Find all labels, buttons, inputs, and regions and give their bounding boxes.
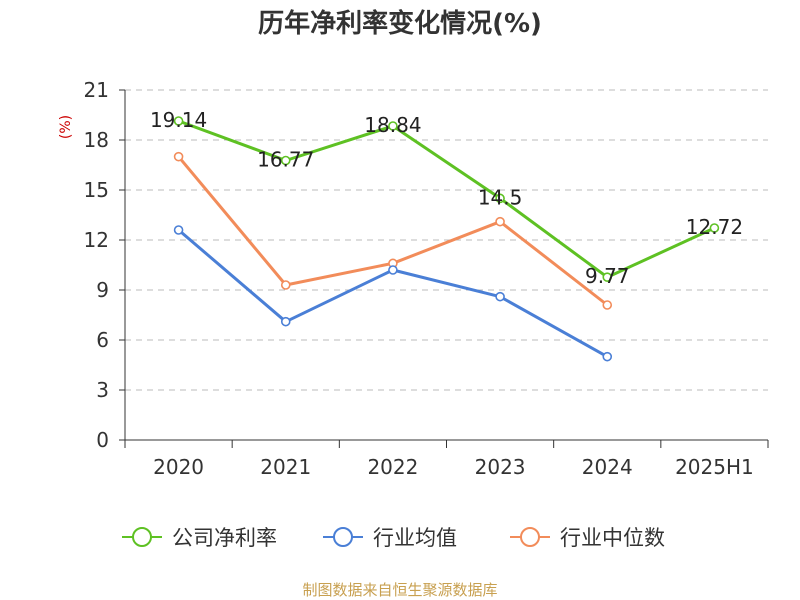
y-tick-label: 12 <box>84 228 109 252</box>
x-tick-label: 2023 <box>475 455 526 479</box>
legend-label: 公司净利率 <box>172 526 277 550</box>
data-point <box>495 291 505 302</box>
legend-marker-icon <box>520 527 540 547</box>
data-point <box>388 265 398 275</box>
x-tick-label: 2025H1 <box>675 455 754 479</box>
x-tick-label: 2021 <box>260 455 311 479</box>
y-tick-label: 6 <box>96 328 109 352</box>
legend-marker-icon <box>132 527 152 547</box>
data-label: 18.84 <box>364 113 421 137</box>
legend-label: 行业中位数 <box>560 526 665 550</box>
source-note: 制图数据来自恒生聚源数据库 <box>302 581 497 599</box>
y-axis-label: (%) <box>58 115 74 139</box>
data-point <box>173 225 184 235</box>
data-label: 14.5 <box>478 185 523 209</box>
data-point <box>388 121 398 131</box>
data-label: 16.77 <box>257 148 314 172</box>
data-point <box>495 216 505 227</box>
data-point <box>280 316 291 327</box>
series-line <box>178 119 716 279</box>
x-tick-label: 2024 <box>582 455 633 479</box>
data-label: 12.72 <box>686 215 743 239</box>
chart-title: 历年净利率变化情况(%) <box>258 8 542 39</box>
legend[interactable]: 公司净利率 行业均值 行业中位数 <box>122 526 665 550</box>
x-tick-label: 2022 <box>367 455 418 479</box>
legend-marker-icon <box>333 527 353 547</box>
data-point <box>173 116 184 126</box>
y-tick-label: 0 <box>96 428 109 452</box>
data-point <box>602 300 613 310</box>
data-point <box>280 280 291 290</box>
series-lines <box>173 116 720 362</box>
y-tick-label: 15 <box>84 178 109 202</box>
data-point <box>173 151 184 162</box>
data-labels: 19.14 16.77 18.84 14.5 9.77 12.72 <box>150 108 743 288</box>
data-point <box>602 351 613 362</box>
grid-lines <box>125 89 768 391</box>
series-line <box>177 228 609 359</box>
legend-label: 行业均值 <box>373 526 457 550</box>
y-tick-label: 9 <box>96 278 109 302</box>
data-point <box>495 193 505 204</box>
y-tick-label: 18 <box>84 128 109 152</box>
data-point <box>602 272 613 282</box>
axes: 0 3 6 9 12 15 18 21 2020 2021 2022 2023 2024 2025H1 <box>84 78 769 479</box>
y-tick-label: 3 <box>96 378 109 402</box>
x-tick-label: 2020 <box>153 455 204 479</box>
data-label: 9.77 <box>585 264 630 288</box>
data-point <box>280 155 291 166</box>
data-label: 19.14 <box>150 108 207 132</box>
y-tick-label: 21 <box>84 78 109 102</box>
data-point <box>709 223 720 233</box>
